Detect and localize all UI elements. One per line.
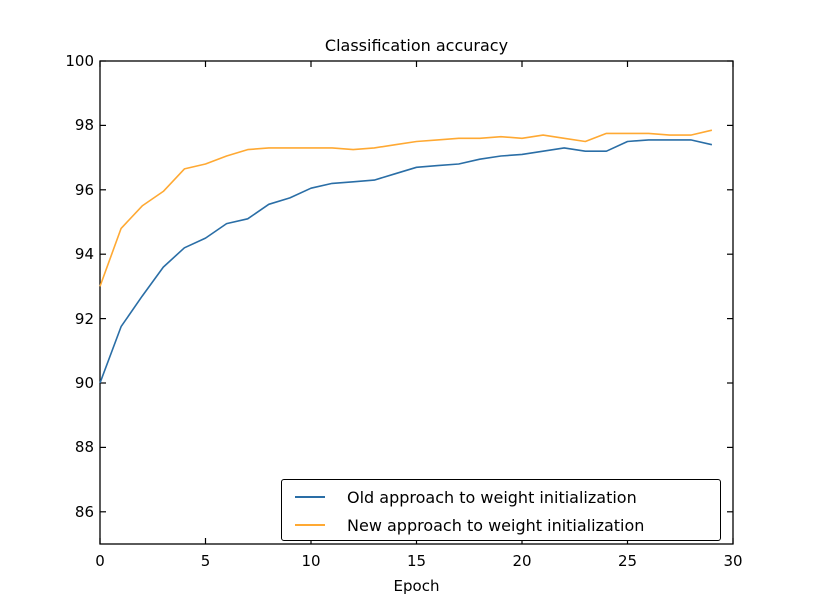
x-tick-label: 30 [723,552,743,570]
x-tick-label: 5 [200,552,211,570]
legend-row: New approach to weight initialization [295,511,720,539]
y-tick-label: 96 [74,180,94,199]
series-line-new [99,129,713,287]
legend-line-sample-old [295,496,325,498]
x-tick-label: 25 [617,552,638,570]
x-axis-label: Epoch [393,577,440,595]
y-tick-label: 90 [74,374,94,392]
legend-line-sample-new [295,524,325,526]
series-line-old [99,139,713,384]
legend-label-new: New approach to weight initialization [347,515,645,535]
x-tick-label: 0 [95,552,105,570]
legend-label-old: Old approach to weight initialization [347,487,637,507]
legend: Old approach to weight initialization Ne… [281,479,721,541]
x-tick-label: 15 [406,552,427,570]
legend-row: Old approach to weight initialization [295,483,720,511]
y-tick-label: 94 [74,245,94,264]
y-tick-label: 92 [74,309,94,328]
y-tick-label: 98 [74,116,94,135]
y-tick-label: 100 [65,52,94,70]
chart-title: Classification accuracy [324,36,509,55]
x-tick-label: 10 [301,552,321,570]
x-tick-label: 20 [512,552,532,570]
y-tick-label: 86 [74,502,94,521]
y-tick-label: 88 [74,438,94,457]
